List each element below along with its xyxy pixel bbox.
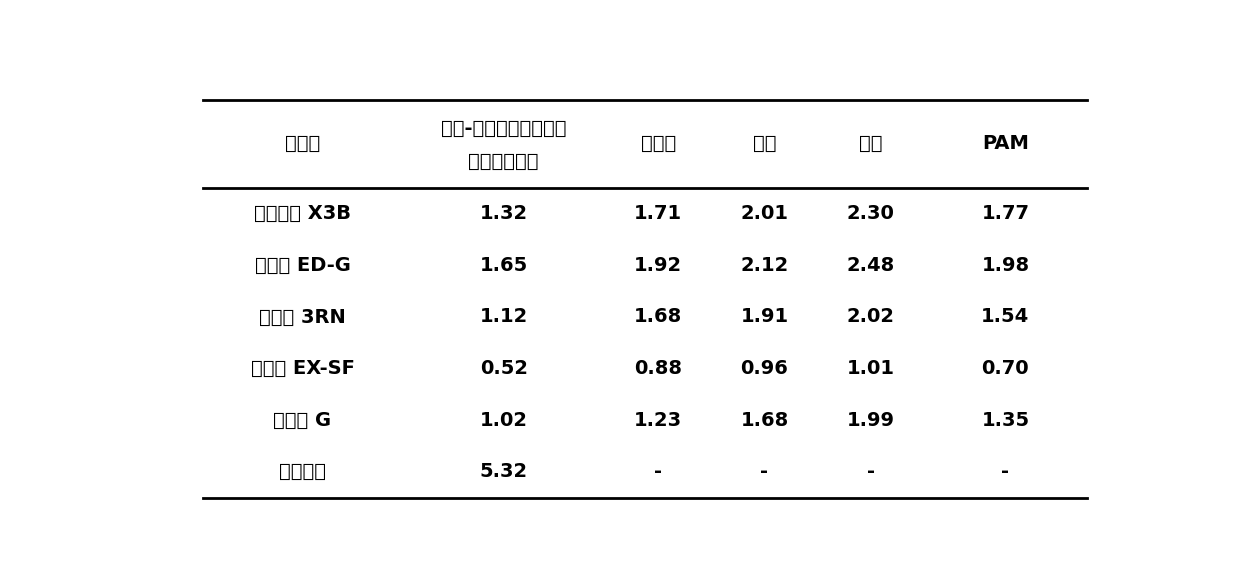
Text: 活性艳红 X3B: 活性艳红 X3B — [254, 204, 351, 223]
Text: 0.88: 0.88 — [635, 359, 682, 378]
Text: 脱色率: 脱色率 — [285, 134, 320, 153]
Text: 1.71: 1.71 — [635, 204, 682, 223]
Text: 1.32: 1.32 — [480, 204, 528, 223]
Text: 1.68: 1.68 — [634, 308, 682, 327]
Text: 活性黄 3RN: 活性黄 3RN — [259, 308, 346, 327]
Text: 壳聚糖: 壳聚糖 — [641, 134, 676, 153]
Text: 2.48: 2.48 — [847, 256, 895, 275]
Text: PAM: PAM — [982, 134, 1029, 153]
Text: 2.12: 2.12 — [740, 256, 789, 275]
Text: 1.98: 1.98 — [981, 256, 1029, 275]
Text: -: - — [760, 462, 769, 481]
Text: 5.32: 5.32 — [480, 462, 528, 481]
Text: -: - — [655, 462, 662, 481]
Text: 无机-改性壳聚糖复合型: 无机-改性壳聚糖复合型 — [441, 119, 567, 138]
Text: 0.96: 0.96 — [740, 359, 789, 378]
Text: 1.99: 1.99 — [847, 411, 894, 430]
Text: -: - — [1002, 462, 1009, 481]
Text: 高分子絮凝剂: 高分子絮凝剂 — [469, 152, 539, 171]
Text: 1.02: 1.02 — [480, 411, 528, 430]
Text: 1.68: 1.68 — [740, 411, 789, 430]
Text: 2.01: 2.01 — [740, 204, 789, 223]
Text: 1.35: 1.35 — [981, 411, 1029, 430]
Text: 活性黑 ED-G: 活性黑 ED-G — [254, 256, 351, 275]
Text: 酸性紫红: 酸性紫红 — [279, 462, 326, 481]
Text: 1.23: 1.23 — [635, 411, 682, 430]
Text: 0.70: 0.70 — [982, 359, 1029, 378]
Text: 还原黄 G: 还原黄 G — [274, 411, 331, 430]
Text: 1.65: 1.65 — [480, 256, 528, 275]
Text: 1.12: 1.12 — [480, 308, 528, 327]
Text: 0.52: 0.52 — [480, 359, 528, 378]
Text: 聚铝: 聚铝 — [753, 134, 776, 153]
Text: 聚铁: 聚铁 — [859, 134, 883, 153]
Text: 2.30: 2.30 — [847, 204, 894, 223]
Text: 1.01: 1.01 — [847, 359, 894, 378]
Text: -: - — [867, 462, 874, 481]
Text: 分散蓝 EX-SF: 分散蓝 EX-SF — [250, 359, 355, 378]
Text: 1.54: 1.54 — [981, 308, 1029, 327]
Text: 1.91: 1.91 — [740, 308, 789, 327]
Text: 2.02: 2.02 — [847, 308, 894, 327]
Text: 1.92: 1.92 — [635, 256, 682, 275]
Text: 1.77: 1.77 — [981, 204, 1029, 223]
